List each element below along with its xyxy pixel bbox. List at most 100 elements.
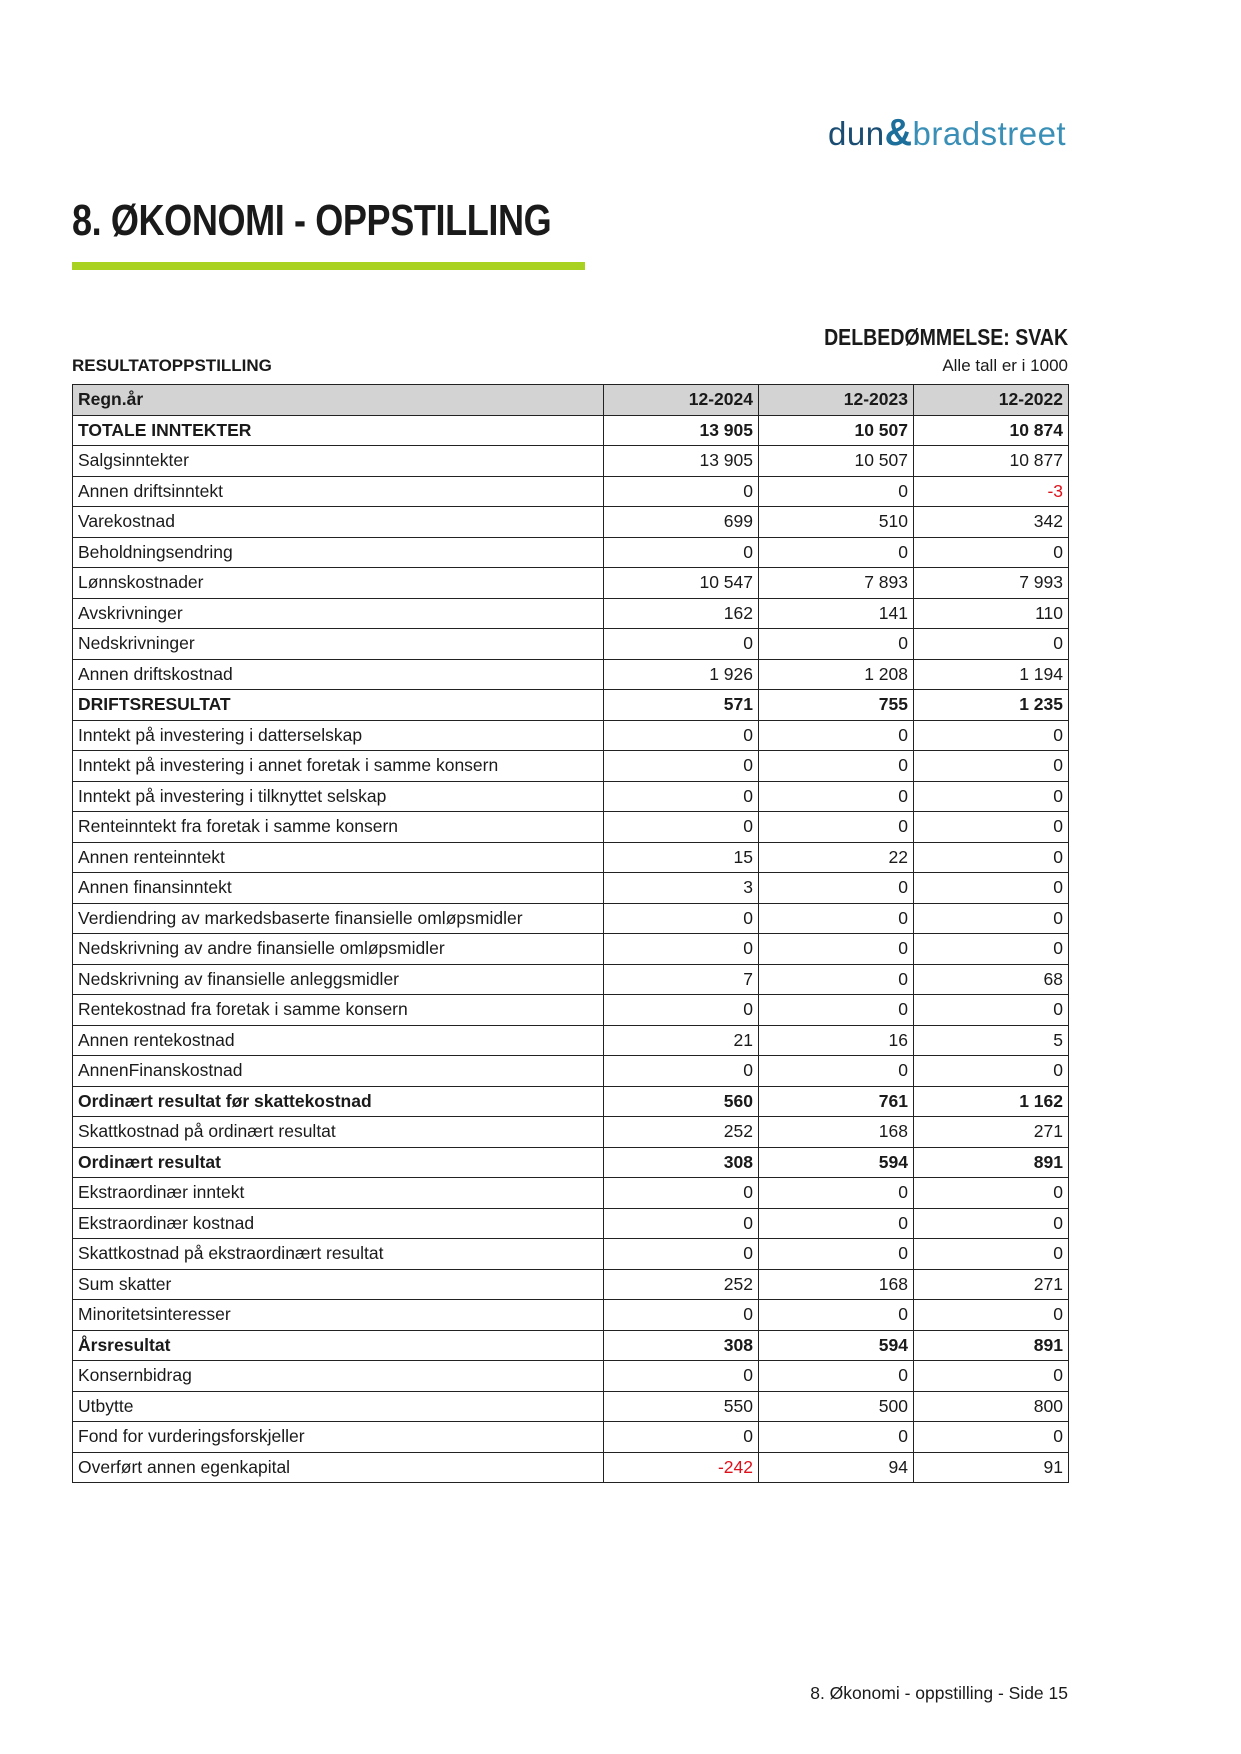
cell-value: 1 194 <box>913 658 1069 690</box>
cell-value: 0 <box>913 1238 1069 1270</box>
cell-value: 0 <box>603 475 759 507</box>
title-underline <box>72 262 585 270</box>
cell-value: 0 <box>603 1360 759 1392</box>
table-row: Inntekt på investering i tilknyttet sels… <box>72 780 1069 812</box>
cell-value: 500 <box>758 1390 914 1422</box>
cell-value: 91 <box>913 1451 1069 1483</box>
row-label: Lønnskostnader <box>72 567 604 599</box>
logo-text-bradstreet: bradstreet <box>912 115 1067 152</box>
row-label: Konsernbidrag <box>72 1360 604 1392</box>
cell-value: 755 <box>758 689 914 721</box>
cell-value: 0 <box>758 719 914 751</box>
row-label: Verdiendring av markedsbaserte finansiel… <box>72 902 604 934</box>
row-label: Annen renteinntekt <box>72 841 604 873</box>
cell-value: -3 <box>913 475 1069 507</box>
logo-text-dun: dun <box>828 115 885 152</box>
cell-value: 10 547 <box>603 567 759 599</box>
table-row: Annen driftsinntekt 0 0 -3 <box>72 475 1069 507</box>
page-footer: 8. Økonomi - oppstilling - Side 15 <box>810 1683 1068 1703</box>
cell-value: 21 <box>603 1024 759 1056</box>
table-row: Rentekostnad fra foretak i samme konsern… <box>72 994 1069 1026</box>
cell-value: 0 <box>913 902 1069 934</box>
cell-value: 271 <box>913 1116 1069 1148</box>
table-row: Nedskrivning av andre finansielle omløps… <box>72 933 1069 965</box>
row-label: Nedskrivning av andre finansielle omløps… <box>72 933 604 965</box>
page-title: 8. ØKONOMI - OPPSTILLING <box>72 196 552 245</box>
row-label: Avskrivninger <box>72 597 604 629</box>
table-row: Ekstraordinær kostnad 0 0 0 <box>72 1207 1069 1239</box>
dun-bradstreet-logo: dun&bradstreet <box>828 112 1070 162</box>
cell-value: 0 <box>758 872 914 904</box>
table-row: Annen finansinntekt 3 0 0 <box>72 872 1069 904</box>
table-row: Fond for vurderingsforskjeller 0 0 0 <box>72 1421 1069 1453</box>
row-label: Ordinært resultat <box>72 1146 604 1178</box>
table-row: Minoritetsinteresser 0 0 0 <box>72 1299 1069 1331</box>
cell-value: 0 <box>913 750 1069 782</box>
cell-value: 10 507 <box>758 414 914 446</box>
row-label: Utbytte <box>72 1390 604 1422</box>
cell-value: 0 <box>913 719 1069 751</box>
header-2023: 12-2023 <box>758 384 914 416</box>
cell-value: 0 <box>758 902 914 934</box>
cell-value: 0 <box>913 628 1069 660</box>
row-label: Annen driftsinntekt <box>72 475 604 507</box>
cell-value: 0 <box>758 933 914 965</box>
cell-value: -242 <box>603 1451 759 1483</box>
table-row: Nedskrivning av finansielle anleggsmidle… <box>72 963 1069 995</box>
cell-value: 7 893 <box>758 567 914 599</box>
cell-value: 0 <box>913 780 1069 812</box>
cell-value: 0 <box>913 811 1069 843</box>
cell-value: 0 <box>603 1238 759 1270</box>
cell-value: 22 <box>758 841 914 873</box>
cell-value: 13 905 <box>603 414 759 446</box>
cell-value: 3 <box>603 872 759 904</box>
cell-value: 0 <box>603 994 759 1026</box>
table-row: Annen driftskostnad 1 926 1 208 1 194 <box>72 658 1069 690</box>
cell-value: 510 <box>758 506 914 538</box>
cell-value: 342 <box>913 506 1069 538</box>
table-row: Konsernbidrag 0 0 0 <box>72 1360 1069 1392</box>
table-row: Skattkostnad på ordinært resultat 252 168 2… <box>72 1116 1069 1148</box>
table-row: Verdiendring av markedsbaserte finansiel… <box>72 902 1069 934</box>
cell-value: 1 208 <box>758 658 914 690</box>
cell-value: 0 <box>603 811 759 843</box>
cell-value: 0 <box>603 933 759 965</box>
row-label: Minoritetsinteresser <box>72 1299 604 1331</box>
cell-value: 1 235 <box>913 689 1069 721</box>
row-label: Ordinært resultat før skattekostnad <box>72 1085 604 1117</box>
cell-value: 0 <box>758 475 914 507</box>
cell-value: 0 <box>758 780 914 812</box>
cell-value: 891 <box>913 1146 1069 1178</box>
table-row: Avskrivninger 162 141 110 <box>72 597 1069 629</box>
cell-value: 15 <box>603 841 759 873</box>
row-label: Annen rentekostnad <box>72 1024 604 1056</box>
cell-value: 0 <box>758 1055 914 1087</box>
row-label: Annen finansinntekt <box>72 872 604 904</box>
rating-label: DELBEDØMMELSE: SVAK <box>823 324 1068 350</box>
row-label: Overført annen egenkapital <box>72 1451 604 1483</box>
row-label: Inntekt på investering i annet foretak i… <box>72 750 604 782</box>
cell-value: 0 <box>603 780 759 812</box>
cell-value: 0 <box>758 536 914 568</box>
table-row: AnnenFinanskostnad 0 0 0 <box>72 1055 1069 1087</box>
table-row: Annen rentekostnad 21 16 5 <box>72 1024 1069 1056</box>
row-label: Sum skatter <box>72 1268 604 1300</box>
table-row: Overført annen egenkapital -242 94 91 <box>72 1451 1069 1483</box>
cell-value: 1 926 <box>603 658 759 690</box>
cell-value: 7 <box>603 963 759 995</box>
cell-value: 271 <box>913 1268 1069 1300</box>
row-label: TOTALE INNTEKTER <box>72 414 604 446</box>
table-row: Ordinært resultat 308 594 891 <box>72 1146 1069 1178</box>
cell-value: 594 <box>758 1329 914 1361</box>
cell-value: 252 <box>603 1116 759 1148</box>
cell-value: 0 <box>603 750 759 782</box>
cell-value: 0 <box>913 1299 1069 1331</box>
cell-value: 0 <box>913 1055 1069 1087</box>
cell-value: 168 <box>758 1116 914 1148</box>
cell-value: 7 993 <box>913 567 1069 599</box>
cell-value: 0 <box>913 872 1069 904</box>
table-row: Annen renteinntekt 15 22 0 <box>72 841 1069 873</box>
row-label: Fond for vurderingsforskjeller <box>72 1421 604 1453</box>
row-label: Rentekostnad fra foretak i samme konsern <box>72 994 604 1026</box>
cell-value: 0 <box>758 1207 914 1239</box>
